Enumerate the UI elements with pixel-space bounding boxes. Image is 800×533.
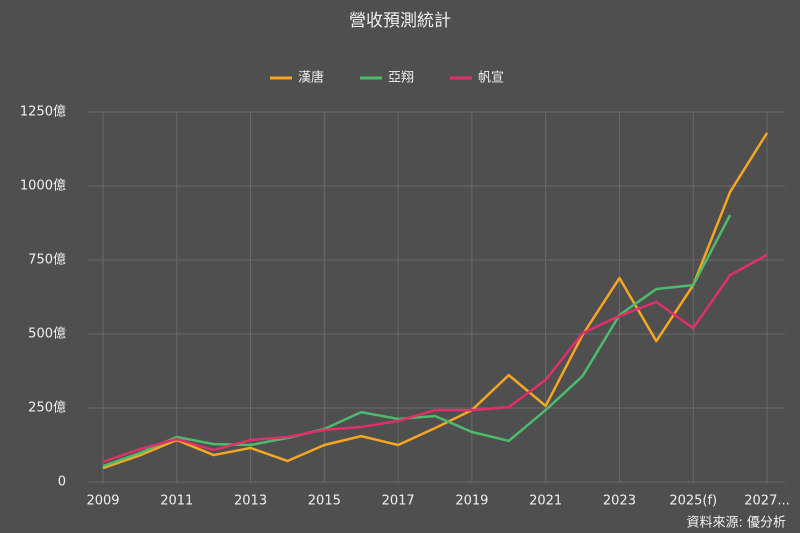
x-tick-label: 2019	[455, 494, 488, 509]
series-line	[102, 214, 732, 468]
y-tick-label: 1000億	[20, 178, 66, 194]
source-note: 資料來源: 優分析	[686, 516, 786, 531]
y-tick-label: 250億	[28, 400, 66, 416]
chart-title: 營收預測統計	[349, 11, 451, 31]
y-tick-label: 500億	[28, 326, 66, 342]
legend-label: 漢唐	[298, 70, 324, 86]
series-line	[102, 132, 769, 470]
x-tick-label: 2009	[86, 494, 119, 509]
x-tick-label: 2023	[603, 494, 636, 509]
x-tick-label: 2021	[529, 494, 562, 509]
x-tick-label: 2011	[160, 494, 193, 509]
x-tick-label: 2015	[308, 494, 341, 509]
x-tick-label: 2027...	[744, 494, 789, 509]
x-tick-label: 2017	[382, 494, 415, 509]
legend-label: 帆宣	[478, 70, 504, 86]
y-tick-label: 750億	[28, 252, 66, 268]
x-tick-label: 2013	[234, 494, 267, 509]
y-tick-label: 1250億	[20, 104, 66, 120]
series-line	[102, 253, 768, 464]
x-tick-label: 2025(f)	[669, 494, 717, 509]
y-tick-label: 0	[58, 475, 66, 490]
legend-label: 亞翔	[388, 71, 414, 86]
